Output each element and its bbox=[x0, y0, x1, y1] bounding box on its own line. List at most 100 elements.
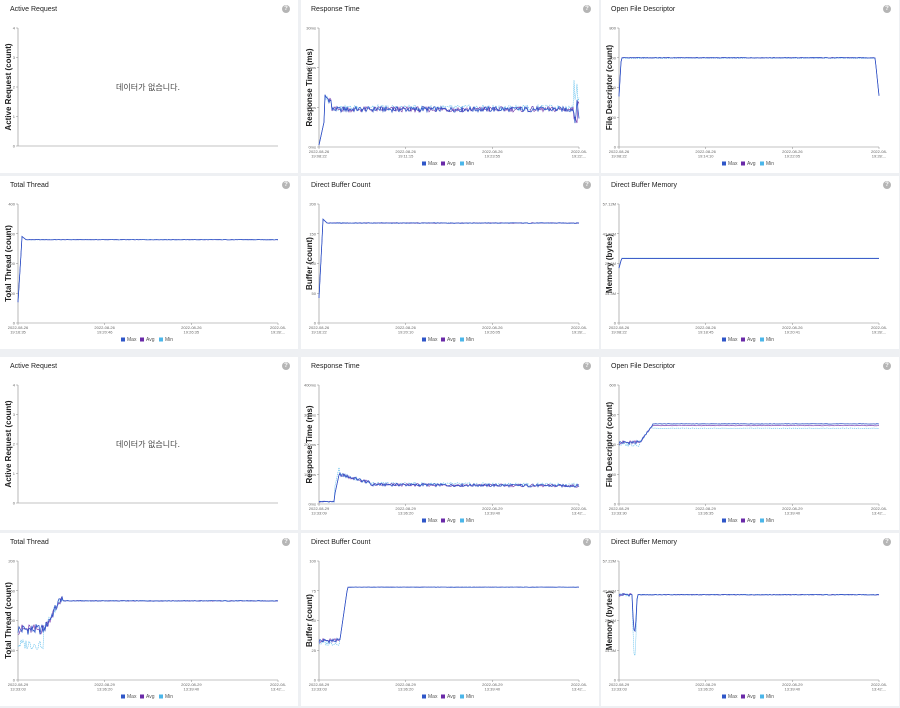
x-tick-label: 13:33:03 bbox=[611, 687, 627, 692]
x-tick-label: 19:20:41 bbox=[785, 330, 801, 335]
x-tick-label: 2022-08-29 bbox=[309, 506, 330, 511]
legend-label-max[interactable]: Max bbox=[728, 694, 738, 700]
legend-label-avg[interactable]: Avg bbox=[747, 337, 756, 343]
x-tick-label: 13:42:... bbox=[271, 687, 285, 692]
panel-title: Total Thread bbox=[10, 539, 49, 546]
x-tick-label: 2022-08-29 bbox=[695, 506, 716, 511]
legend-label-max[interactable]: Max bbox=[428, 694, 438, 700]
y-tick-label: 100ms bbox=[304, 472, 316, 477]
x-tick-label: 2022-08-29 bbox=[695, 682, 716, 687]
series-line-min bbox=[618, 257, 879, 269]
legend-label-max[interactable]: Max bbox=[428, 161, 438, 167]
x-tick-label: 2022-08-26 bbox=[695, 149, 716, 154]
legend-label-min[interactable]: Min bbox=[766, 694, 774, 700]
y-axis-label: Active Request (count) bbox=[4, 43, 13, 130]
y-axis-label: Total Thread (count) bbox=[4, 582, 13, 659]
panel-total-thread: Total Thread? Total Thread (count) 200 150 1… bbox=[0, 533, 298, 706]
legend-label-max[interactable]: Max bbox=[728, 518, 738, 524]
legend-swatch-min bbox=[159, 694, 163, 699]
legend-label-max[interactable]: Max bbox=[428, 518, 438, 524]
legend-swatch-min bbox=[460, 518, 464, 523]
x-tick-label: 2022-08-29 bbox=[395, 506, 416, 511]
panel-total-thread: Total Thread? Total Thread (count) 400 300 2… bbox=[0, 176, 298, 349]
legend-label-min[interactable]: Min bbox=[466, 161, 474, 167]
help-icon[interactable]: ? bbox=[883, 5, 891, 13]
legend-label-avg[interactable]: Avg bbox=[447, 337, 456, 343]
chart: Buffer (count)2001501005002022-08-2619:1… bbox=[305, 202, 588, 344]
series-line-max bbox=[17, 596, 279, 635]
legend-label-max[interactable]: Max bbox=[428, 337, 438, 343]
y-tick-label: 0 bbox=[13, 144, 16, 149]
x-tick-label: 13:39:40 bbox=[485, 511, 501, 516]
legend-label-avg[interactable]: Avg bbox=[146, 337, 155, 343]
y-tick-label: 450 bbox=[609, 412, 616, 417]
series-line-avg bbox=[17, 595, 279, 635]
legend-label-avg[interactable]: Avg bbox=[447, 518, 456, 524]
y-tick-label: 200 bbox=[8, 261, 15, 266]
help-icon[interactable]: ? bbox=[282, 5, 290, 13]
legend-label-min[interactable]: Min bbox=[466, 694, 474, 700]
legend-label-min[interactable]: Min bbox=[766, 518, 774, 524]
x-tick-label: 2022-08-26 bbox=[482, 325, 503, 330]
legend-swatch-max bbox=[722, 337, 726, 342]
help-icon[interactable]: ? bbox=[583, 181, 591, 189]
legend-label-max[interactable]: Max bbox=[127, 337, 137, 343]
x-tick-label: 13:42:... bbox=[872, 511, 886, 516]
x-tick-label: 13:39:40 bbox=[184, 687, 200, 692]
help-icon[interactable]: ? bbox=[883, 181, 891, 189]
chart: File Descriptor (count)80060040020002022… bbox=[605, 26, 888, 168]
legend-swatch-avg bbox=[741, 694, 745, 699]
legend-label-avg[interactable]: Avg bbox=[747, 518, 756, 524]
help-icon[interactable]: ? bbox=[883, 362, 891, 370]
panel-title: Direct Buffer Count bbox=[311, 182, 371, 189]
legend-label-max[interactable]: Max bbox=[127, 694, 137, 700]
y-tick-label: 100 bbox=[8, 291, 15, 296]
x-tick-label: 2022-08- bbox=[871, 325, 888, 330]
y-tick-label: 0 bbox=[13, 678, 16, 683]
legend-label-avg[interactable]: Avg bbox=[447, 694, 456, 700]
chart: Active Request (count) 4 3 2 1 0 데이터가 없습니다. bbox=[4, 383, 278, 506]
legend-label-min[interactable]: Min bbox=[766, 161, 774, 167]
y-tick-label: 3 bbox=[13, 55, 16, 60]
help-icon[interactable]: ? bbox=[583, 362, 591, 370]
series-line-max bbox=[618, 593, 880, 633]
help-icon[interactable]: ? bbox=[583, 5, 591, 13]
y-tick-label: 200 bbox=[8, 559, 15, 564]
legend-label-max[interactable]: Max bbox=[728, 337, 738, 343]
help-icon[interactable]: ? bbox=[883, 538, 891, 546]
help-icon[interactable]: ? bbox=[282, 181, 290, 189]
help-icon[interactable]: ? bbox=[583, 538, 591, 546]
y-tick-label: 4 bbox=[13, 383, 16, 388]
x-tick-label: 2022-08-29 bbox=[609, 506, 630, 511]
y-tick-label: 30ms bbox=[306, 26, 316, 31]
legend-label-avg[interactable]: Avg bbox=[747, 694, 756, 700]
x-tick-label: 19:18:45 bbox=[698, 330, 714, 335]
panel-direct-buffer-count: Direct Buffer Count? Buffer (count) 100 75 5… bbox=[301, 533, 599, 706]
legend-label-max[interactable]: Max bbox=[728, 161, 738, 167]
x-tick-label: 19:28:... bbox=[572, 330, 586, 335]
help-icon[interactable]: ? bbox=[282, 362, 290, 370]
x-tick-label: 13:33:09 bbox=[311, 511, 327, 516]
y-axis-label: Total Thread (count) bbox=[4, 225, 13, 302]
legend-label-min[interactable]: Min bbox=[466, 337, 474, 343]
x-tick-label: 13:36:20 bbox=[398, 687, 414, 692]
x-tick-label: 2022-08-29 bbox=[309, 682, 330, 687]
x-tick-label: 19:08:22 bbox=[611, 330, 627, 335]
legend-label-min[interactable]: Min bbox=[165, 694, 173, 700]
help-icon[interactable]: ? bbox=[282, 538, 290, 546]
y-axis-label: Response Time (ms) bbox=[305, 48, 314, 126]
legend-label-avg[interactable]: Avg bbox=[146, 694, 155, 700]
legend-swatch-max bbox=[422, 518, 426, 523]
legend-label-min[interactable]: Min bbox=[466, 518, 474, 524]
legend-label-min[interactable]: Min bbox=[165, 337, 173, 343]
legend-label-avg[interactable]: Avg bbox=[447, 161, 456, 167]
legend-label-min[interactable]: Min bbox=[766, 337, 774, 343]
panel-title: Response Time bbox=[311, 363, 360, 370]
legend-swatch-avg bbox=[741, 161, 745, 166]
series-line-max bbox=[17, 235, 279, 303]
panel-active-request: Active Request? Active Request (count) 4 3 2… bbox=[0, 357, 298, 530]
legend-swatch-max bbox=[121, 694, 125, 699]
x-tick-label: 2022-08-26 bbox=[782, 149, 803, 154]
legend-label-avg[interactable]: Avg bbox=[747, 161, 756, 167]
y-tick-label: 4 bbox=[13, 26, 16, 31]
